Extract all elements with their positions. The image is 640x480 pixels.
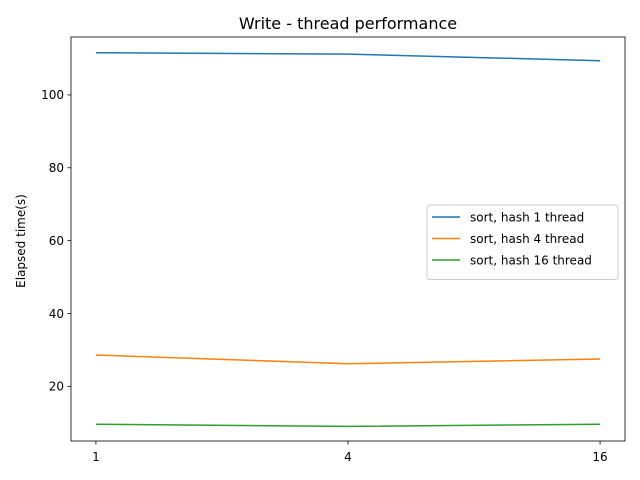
plot-lines	[95, 51, 601, 428]
y-axis-ticks: 20 40 60 80 100	[41, 88, 71, 394]
series-line-1	[95, 51, 601, 62]
y-tick-label: 80	[49, 161, 64, 175]
series-line-3	[95, 423, 601, 428]
x-tick-label: 16	[592, 450, 607, 464]
x-axis-ticks: 1 4 16	[92, 441, 608, 464]
y-tick-label: 20	[49, 380, 64, 394]
legend-box	[426, 204, 619, 280]
x-tick-label: 4	[344, 450, 352, 464]
legend-label-1: sort, hash 1 thread	[470, 210, 584, 224]
y-tick-label: 100	[41, 88, 64, 102]
chart-title: Write - thread performance	[239, 14, 457, 33]
y-tick-label: 60	[49, 234, 64, 248]
x-tick-label: 1	[92, 450, 100, 464]
plot-frame	[70, 36, 626, 442]
y-tick-label: 40	[49, 307, 64, 321]
legend-label-2: sort, hash 4 thread	[470, 232, 584, 246]
legend: sort, hash 1 thread sort, hash 4 thread so…	[426, 204, 619, 280]
series-line-2	[95, 354, 601, 365]
y-axis-label: Elapsed time(s)	[14, 194, 28, 288]
legend-label-3: sort, hash 16 thread	[470, 253, 592, 267]
